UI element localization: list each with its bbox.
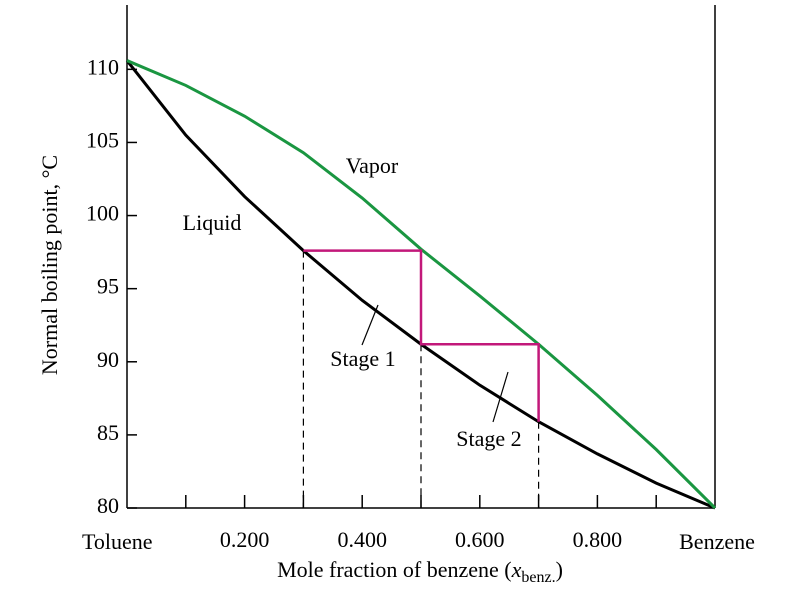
x-axis-title-var: x bbox=[511, 557, 522, 582]
stage-steps bbox=[303, 249, 540, 422]
end-label: Benzene bbox=[679, 529, 755, 554]
y-tick-label: 95 bbox=[97, 274, 119, 299]
x-tick-label: 0.800 bbox=[573, 527, 623, 552]
stage-label: Stage 1 bbox=[330, 346, 395, 371]
y-axis-title: Normal boiling point, °C bbox=[37, 155, 62, 375]
x-tick-label: 0.400 bbox=[337, 527, 387, 552]
series-label: Vapor bbox=[346, 153, 399, 178]
y-tick-label: 85 bbox=[97, 420, 119, 445]
x-axis-title: Mole fraction of benzene (xbenz.) bbox=[277, 557, 563, 586]
y-tick-label: 80 bbox=[97, 493, 119, 518]
series-label: Liquid bbox=[183, 210, 242, 235]
y-tick-label: 90 bbox=[97, 347, 119, 372]
y-tick-label: 105 bbox=[86, 127, 119, 152]
x-axis-title-sub: benz. bbox=[521, 569, 555, 586]
x-tick-label: 0.200 bbox=[220, 527, 270, 552]
end-label: Toluene bbox=[82, 529, 153, 554]
x-tick-label: 0.600 bbox=[455, 527, 505, 552]
y-tick-label: 110 bbox=[87, 54, 119, 79]
curve bbox=[126, 59, 717, 510]
x-axis-title-close: ) bbox=[556, 557, 563, 582]
stage-label: Stage 2 bbox=[456, 426, 521, 451]
y-tick-label: 100 bbox=[86, 201, 119, 226]
x-axis-title-text: Mole fraction of benzene ( bbox=[277, 557, 512, 582]
